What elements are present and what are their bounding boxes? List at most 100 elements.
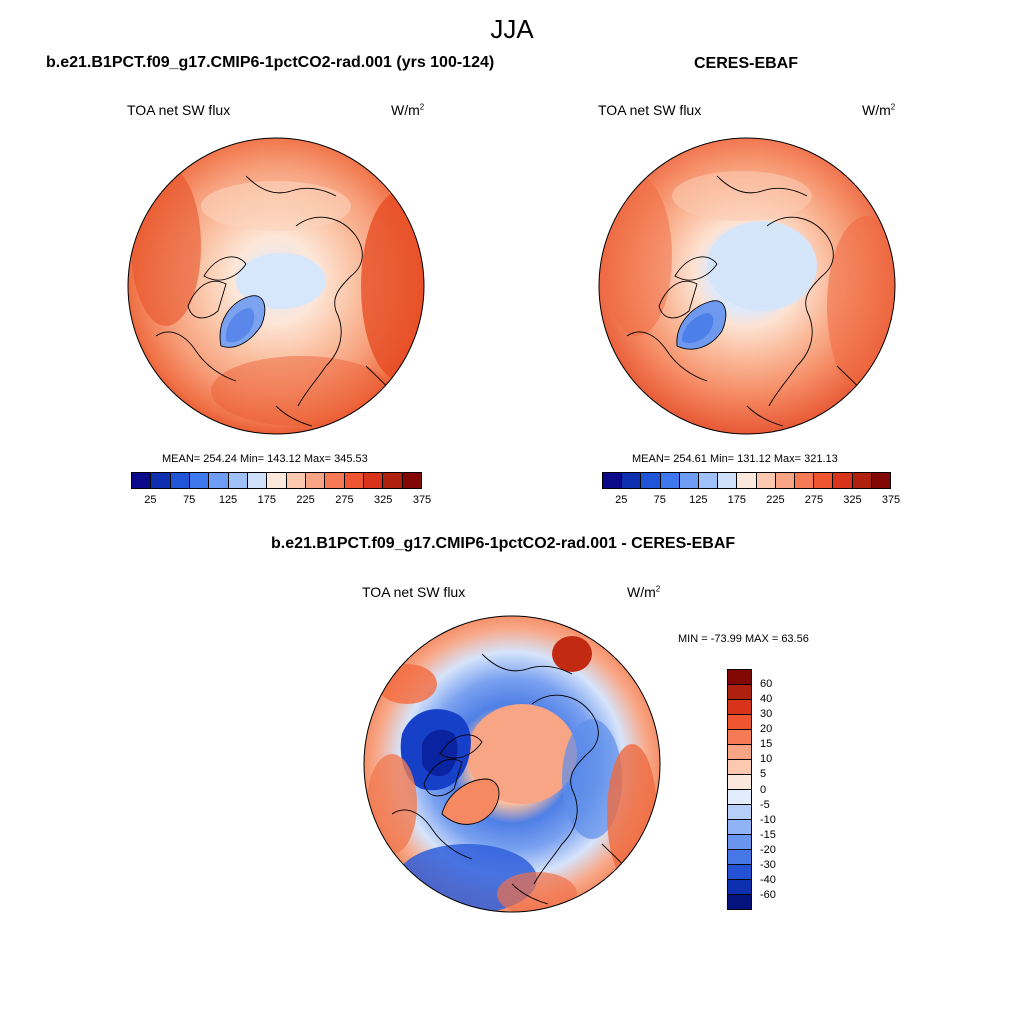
obs-colorbar-tick-label: 175 [727,494,747,506]
obs-variable-label: TOA net SW flux [598,102,702,118]
diff-colorbar-tick-label: 60 [760,678,773,691]
obs-colorbar-segment [641,473,661,488]
model-colorbar-segment [228,473,248,488]
obs-case-title: CERES-EBAF [694,55,799,72]
model-colorbar-tick-label: 375 [412,494,432,506]
model-colorbar-segment [344,473,364,488]
greenland-positive-region [442,779,499,825]
obs-colorbar-segment [718,473,738,488]
model-colorbar-segment [286,473,306,488]
diff-colorbar-tick-label: -20 [760,843,776,856]
model-colorbar-segment [383,473,403,488]
obs-colorbar [602,472,891,489]
diff-colorbar-tick-label: -10 [760,813,776,826]
diff-colorbar-segment [728,685,751,700]
model-colorbar-tick-label: 75 [183,494,196,506]
diff-colorbar-segment [728,760,751,775]
model-polar-map [127,137,425,435]
obs-colorbar-segment [833,473,853,488]
model-colorbar [131,472,422,489]
model-colorbar-segment [247,473,268,488]
obs-colorbar-segment [660,473,680,488]
diff-colorbar-tick-label: 10 [760,753,773,766]
obs-colorbar-segment [814,473,834,488]
diff-colorbar-tick-label: 0 [760,783,767,796]
model-variable-label: TOA net SW flux [127,102,231,118]
diff-colorbar-tick-label: -40 [760,873,776,886]
diff-colorbar-segment [728,865,751,880]
model-colorbar-segment [209,473,229,488]
obs-colorbar-segment [775,473,796,488]
diff-colorbar-tick-label: 5 [760,768,767,781]
diff-colorbar-tick-label: 30 [760,708,773,721]
obs-colorbar-tick-label: 325 [843,494,862,506]
obs-colorbar-segment [622,473,642,488]
model-colorbar-segment [402,473,421,488]
diff-colorbar-tick-label: -15 [760,828,776,841]
figure-title: JJA [490,14,534,44]
model-units-label: W/m2 [391,102,425,118]
model-colorbar-tick-label: 275 [335,494,354,506]
model-colorbar-segment [267,473,287,488]
model-colorbar-segment [305,473,326,488]
diff-colorbar [727,669,752,910]
diff-colorbar-segment [728,775,751,790]
diff-colorbar-tick-label: -30 [760,858,776,871]
diff-colorbar-segment [728,715,751,730]
obs-colorbar-segment [603,473,623,488]
obs-colorbar-ticks: 25 75 125 175 225 275 325 375 [602,494,900,508]
model-stats-text: MEAN= 254.24 Min= 143.12 Max= 345.53 [162,453,368,465]
model-colorbar-segment [151,473,171,488]
model-colorbar-segment [325,473,345,488]
diff-colorbar-segment [728,820,751,835]
diff-polar-map [363,615,661,913]
model-colorbar-tick-label: 25 [144,494,157,506]
obs-colorbar-tick-label: 375 [881,494,901,506]
obs-colorbar-segment [699,473,719,488]
diff-colorbar-tick-label: -5 [760,798,770,811]
model-colorbar-segment [189,473,210,488]
model-colorbar-tick-label: 175 [257,494,276,506]
obs-colorbar-tick-label: 75 [653,494,666,506]
diff-colorbar-ticks: 60 40 30 20 15 10 5 0 -5 -10 -15 -20 -30 -40 -60 [760,669,800,910]
diff-colorbar-segment [728,670,751,685]
diff-stats-text: MIN = -73.99 MAX = 63.56 [678,633,809,645]
diff-colorbar-segment [728,700,751,715]
model-colorbar-segment [170,473,190,488]
diff-colorbar-segment [728,880,751,895]
obs-colorbar-segment [871,473,891,488]
obs-colorbar-segment [756,473,776,488]
diff-colorbar-tick-label: 20 [760,723,773,736]
diff-colorbar-segment [728,745,751,760]
obs-colorbar-segment [737,473,757,488]
diff-colorbar-segment [728,805,751,820]
obs-colorbar-segment [795,473,815,488]
diff-colorbar-segment [728,895,751,909]
model-colorbar-tick-label: 125 [218,494,238,506]
model-colorbar-tick-label: 325 [374,494,393,506]
diff-colorbar-segment [728,730,751,745]
diff-colorbar-segment [728,850,751,865]
diff-variable-label: TOA net SW flux [362,584,466,600]
obs-polar-map [598,137,896,435]
obs-units-label: W/m2 [862,102,896,118]
diff-units-label: W/m2 [627,584,661,600]
diff-colorbar-segment [728,790,751,805]
model-colorbar-ticks: 25 75 125 175 225 275 325 375 [131,494,431,508]
obs-colorbar-segment [679,473,700,488]
model-colorbar-tick-label: 225 [296,494,315,506]
model-case-title: b.e21.B1PCT.f09_g17.CMIP6-1pctCO2-rad.00… [46,54,495,71]
diff-colorbar-segment [728,835,751,850]
obs-colorbar-tick-label: 275 [804,494,824,506]
model-colorbar-segment [132,473,152,488]
obs-colorbar-tick-label: 225 [766,494,785,506]
diff-colorbar-tick-label: -60 [760,888,776,901]
obs-colorbar-segment [852,473,872,488]
obs-colorbar-tick-label: 125 [689,494,708,506]
obs-stats-text: MEAN= 254.61 Min= 131.12 Max= 321.13 [632,453,838,465]
obs-colorbar-tick-label: 25 [615,494,628,506]
model-colorbar-segment [363,473,384,488]
diff-case-title: b.e21.B1PCT.f09_g17.CMIP6-1pctCO2-rad.00… [271,535,736,552]
diff-colorbar-tick-label: 15 [760,738,773,751]
diff-colorbar-tick-label: 40 [760,693,773,706]
